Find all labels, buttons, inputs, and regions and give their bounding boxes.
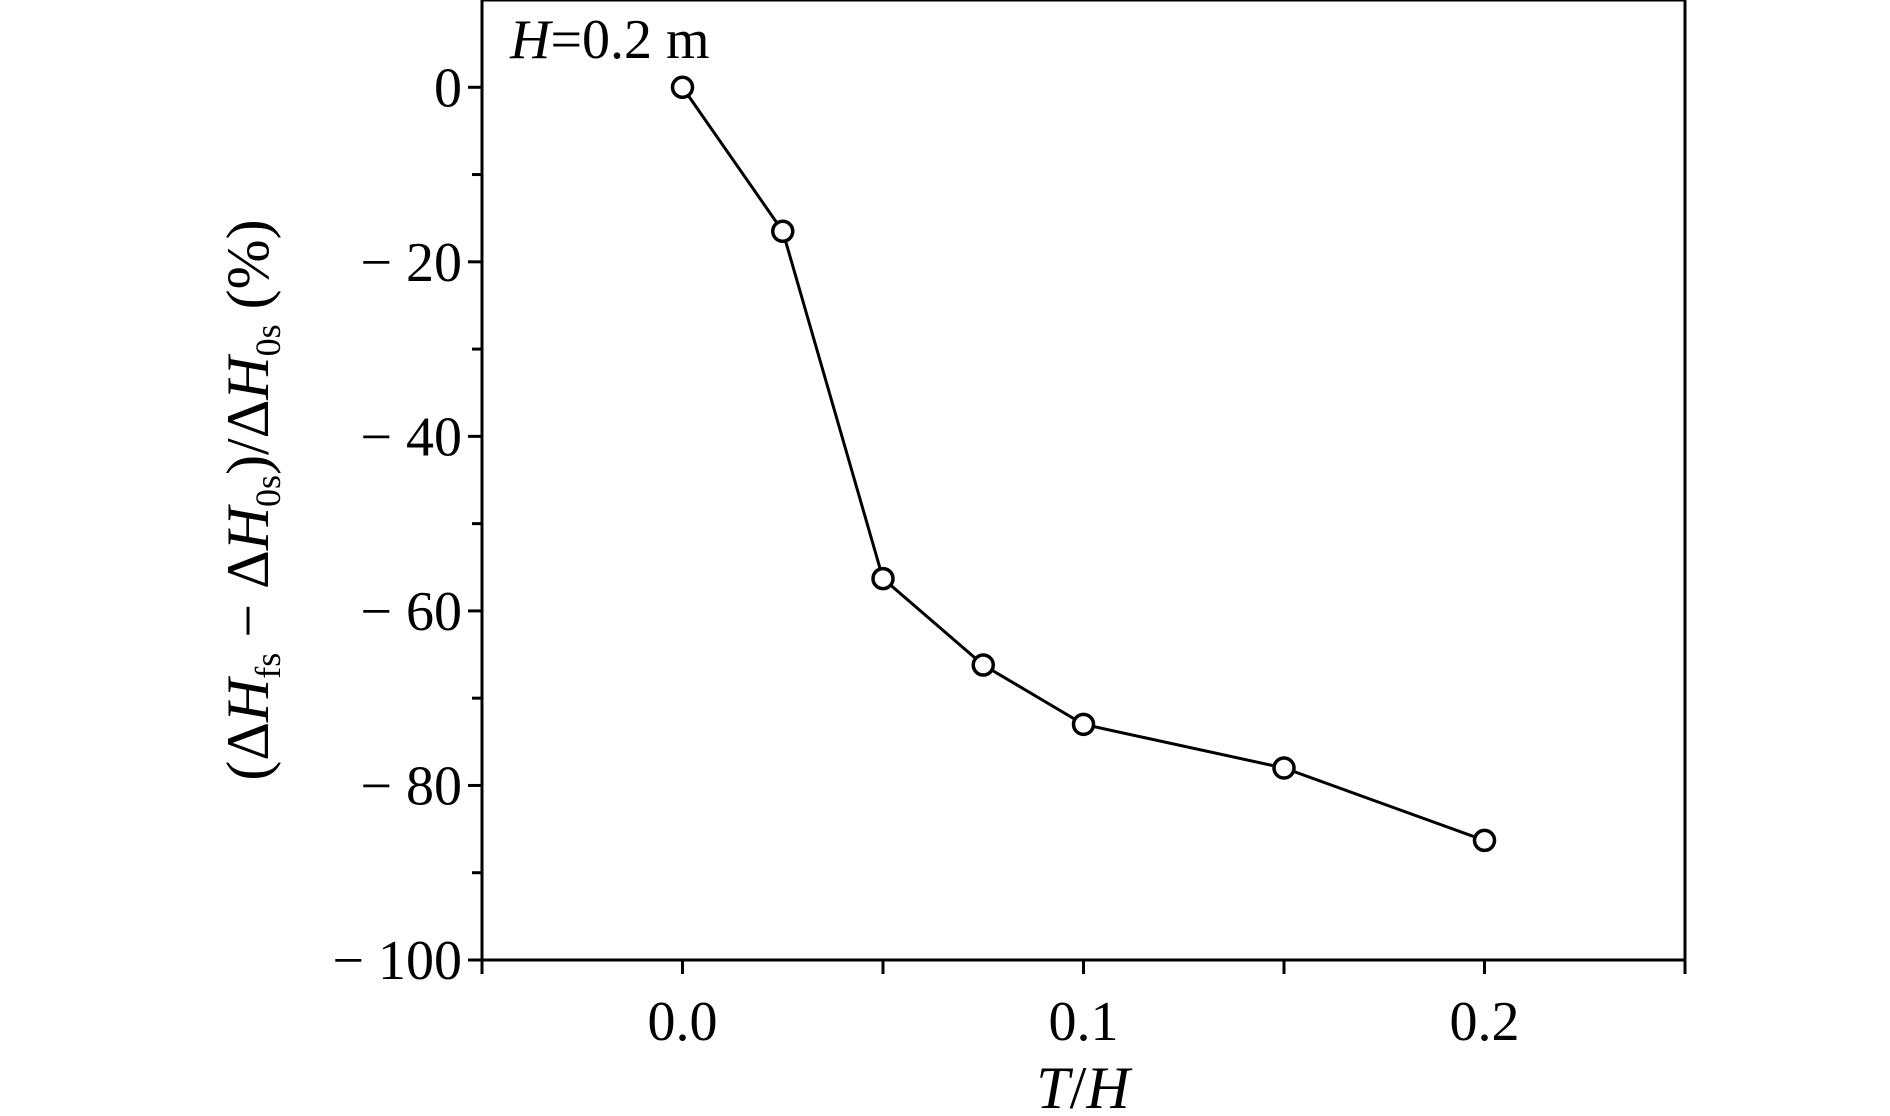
x-tick-label: 0.1	[1049, 991, 1119, 1053]
data-point	[1272, 756, 1296, 780]
y-axis-ticks: 0 − 20 − 40 − 60 − 80 − 100	[332, 57, 482, 992]
data-point	[771, 219, 795, 244]
x-tick-label: 0.2	[1450, 991, 1520, 1053]
plot-frame	[480, 0, 1687, 962]
series-layer	[670, 75, 1497, 853]
x-axis-ticks: 0.0 0.1 0.2	[480, 960, 1687, 1053]
data-point	[871, 566, 895, 591]
y-tick-label: − 40	[360, 406, 462, 468]
y-tick-label: 0	[434, 57, 462, 119]
y-tick-label: − 20	[360, 232, 462, 294]
data-point	[1472, 828, 1497, 853]
data-point	[670, 75, 695, 100]
data-point	[1071, 712, 1096, 737]
data-point	[971, 653, 995, 677]
y-tick-label: − 80	[360, 755, 462, 817]
annotation-text: H=0.2 m	[509, 9, 710, 71]
y-tick-label: − 100	[332, 930, 462, 992]
y-axis-title: (ΔHfs − ΔH0s)/ΔH0s (%)	[215, 219, 288, 780]
x-tick-label: 0.0	[648, 991, 718, 1053]
x-axis-title: T/H	[1036, 1055, 1133, 1116]
y-tick-label: − 60	[360, 581, 462, 643]
